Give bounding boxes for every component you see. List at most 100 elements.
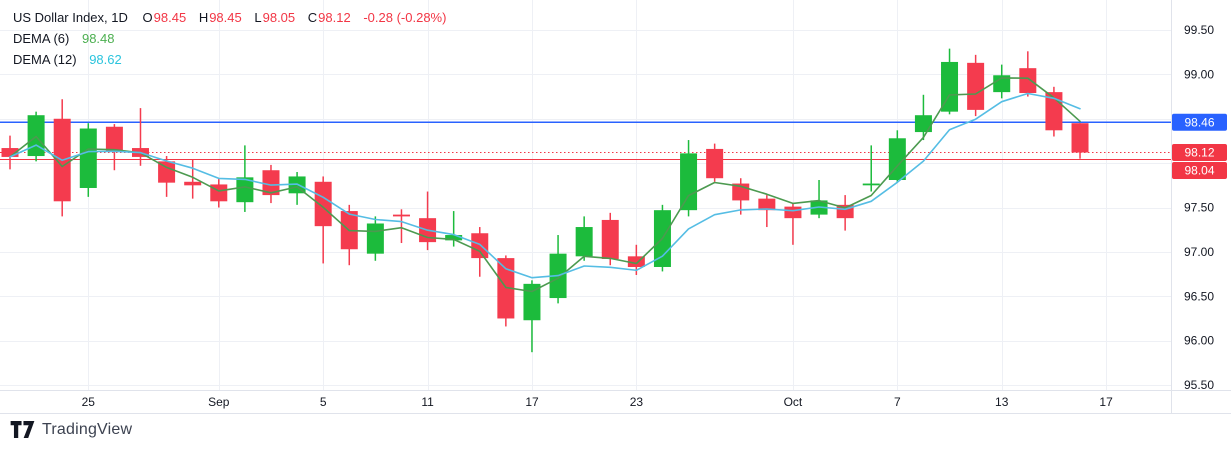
candle[interactable]	[888, 130, 906, 183]
indicator-value: 98.62	[89, 52, 122, 67]
price-axis-label: 99.50	[1184, 23, 1214, 37]
candle-body	[262, 170, 280, 196]
candle-body	[471, 233, 489, 259]
candle-body	[967, 62, 985, 110]
candle-body	[1019, 68, 1037, 94]
candle[interactable]	[1, 135, 19, 170]
candle[interactable]	[601, 212, 619, 266]
candle-wick	[766, 195, 768, 228]
candle-body	[575, 227, 593, 257]
candle-body	[680, 153, 698, 211]
candle-body	[158, 161, 176, 183]
tradingview-logo[interactable]: TradingView	[10, 420, 132, 439]
candle[interactable]	[680, 140, 698, 217]
candle-body	[236, 177, 254, 203]
indicator-row-dema6[interactable]: DEMA (6) 98.48	[13, 28, 446, 49]
price-badge-text: 98.04	[1184, 163, 1214, 177]
candle[interactable]	[392, 209, 410, 244]
open-label: O	[142, 10, 153, 25]
candle[interactable]	[1019, 51, 1037, 97]
candle[interactable]	[914, 94, 932, 141]
candle[interactable]	[706, 143, 724, 182]
price-axis-label: 96.00	[1184, 334, 1214, 348]
dema-12-line[interactable]	[9, 92, 1081, 279]
low-value: 98.05	[262, 10, 296, 25]
tradingview-logo-icon	[10, 420, 35, 439]
candle[interactable]	[314, 176, 332, 264]
time-axis-label: 11	[421, 395, 434, 409]
time-axis-label: 7	[894, 395, 901, 409]
time-axis-label: 17	[525, 395, 539, 409]
candle[interactable]	[184, 159, 202, 199]
candle-body	[914, 115, 932, 133]
candle[interactable]	[784, 203, 802, 245]
price-badge: 98.12	[1172, 143, 1227, 161]
candle-body	[445, 235, 463, 241]
tradingview-logo-text: TradingView	[42, 420, 133, 438]
candle-body	[993, 75, 1011, 93]
time-axis-label: 25	[82, 395, 96, 409]
candle-body	[1, 148, 19, 157]
candle[interactable]	[523, 280, 541, 353]
price-axis-label: 96.50	[1184, 289, 1214, 303]
candle[interactable]	[262, 164, 280, 204]
candle[interactable]	[131, 108, 149, 166]
candle[interactable]	[836, 195, 854, 231]
candle[interactable]	[575, 216, 593, 261]
candle[interactable]	[445, 211, 463, 247]
candle-body	[1071, 123, 1089, 153]
candle[interactable]	[967, 54, 985, 117]
candle[interactable]	[941, 48, 959, 115]
time-axis-label: 5	[320, 395, 327, 409]
symbol-legend-row[interactable]: US Dollar Index, 1D O98.45 H98.45 L98.05…	[13, 7, 446, 28]
candle[interactable]	[210, 179, 228, 208]
axes: 99.50 99.00 97.50 97.00 96.50 96.00 95.50 98.46…	[0, 0, 1231, 414]
candle-body	[706, 148, 724, 179]
close-label: C	[307, 10, 318, 25]
candle[interactable]	[79, 123, 97, 197]
symbol-title[interactable]: US Dollar Index, 1D	[13, 10, 128, 25]
indicator-row-dema12[interactable]: DEMA (12) 98.62	[13, 49, 446, 70]
candle[interactable]	[549, 235, 567, 304]
candle[interactable]	[758, 195, 776, 228]
candle[interactable]	[810, 180, 828, 219]
candle[interactable]	[1071, 123, 1089, 159]
time-axis-label: Oct	[784, 395, 803, 409]
price-badge-text: 98.12	[1184, 145, 1214, 159]
candle-body	[862, 183, 880, 186]
candle[interactable]	[419, 191, 437, 251]
candle[interactable]	[158, 156, 176, 197]
candle[interactable]	[497, 255, 515, 327]
candle-body	[105, 126, 123, 152]
price-badge-text: 98.46	[1184, 115, 1214, 129]
indicator-name: DEMA (6)	[13, 31, 70, 46]
candle-body	[627, 256, 645, 267]
price-axis-label: 99.00	[1184, 67, 1214, 81]
candle[interactable]	[627, 244, 645, 275]
time-axis-label: 17	[1099, 395, 1113, 409]
candle-body	[366, 223, 384, 254]
price-axis-label: 97.00	[1184, 245, 1214, 259]
candle-body	[523, 283, 541, 321]
candle[interactable]	[366, 216, 384, 261]
candle-wick	[452, 211, 455, 247]
price-badge-bg	[1172, 113, 1227, 131]
candle-body	[941, 61, 959, 112]
price-axis-label: 97.50	[1184, 201, 1214, 215]
dema-6-line[interactable]	[9, 77, 1081, 293]
close-value: 98.12	[318, 10, 351, 25]
candle-body	[758, 198, 776, 211]
price-badge: 98.04	[1172, 161, 1227, 179]
price-badge-bg	[1172, 161, 1227, 179]
candle-body	[79, 128, 97, 188]
candle[interactable]	[862, 145, 880, 192]
open-value: 98.45	[153, 10, 187, 25]
candle-body	[27, 115, 45, 157]
high-value: 98.45	[209, 10, 242, 25]
change-value: -0.28 (-0.28%)	[363, 10, 447, 25]
candle[interactable]	[105, 124, 123, 171]
candle-body	[392, 214, 410, 217]
candle[interactable]	[993, 64, 1011, 99]
level-lines	[0, 121, 1171, 161]
